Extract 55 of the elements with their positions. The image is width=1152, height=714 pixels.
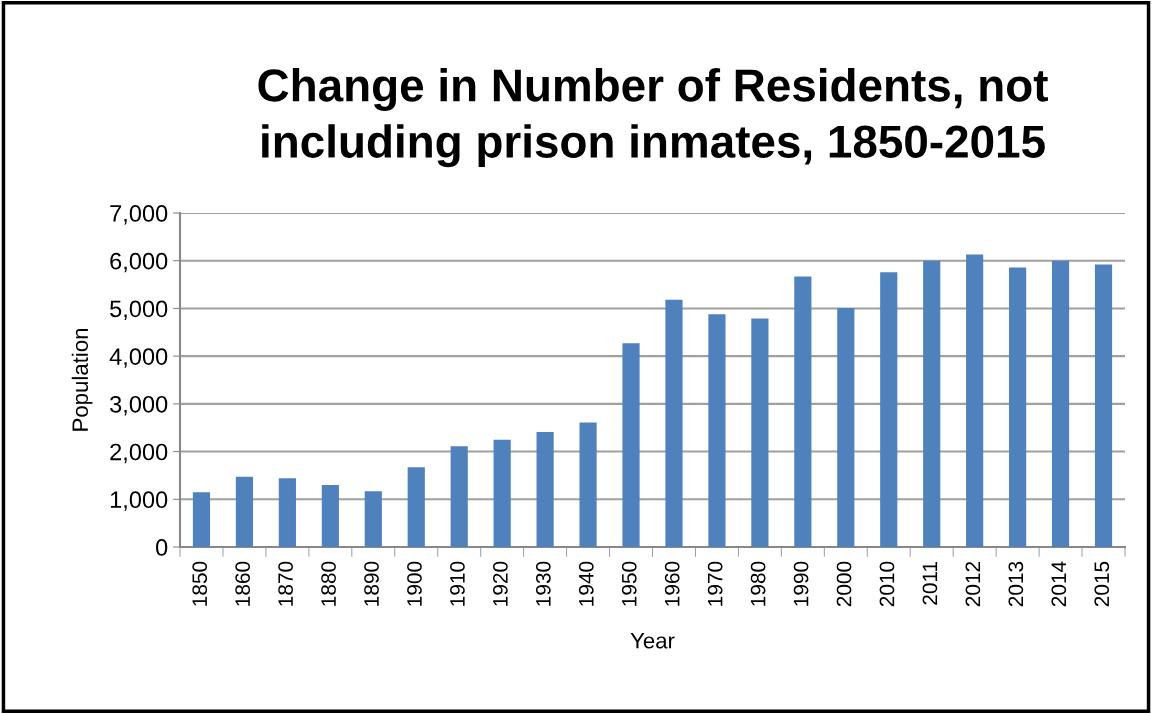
- x-tick-label: 1870: [278, 561, 293, 606]
- chart-title: Change in Number of Residents, not including prison inmates, 1850-2015: [258, 68, 1048, 168]
- y-tick-label: 3,000: [110, 395, 168, 416]
- bar: [966, 254, 984, 547]
- bar: [751, 318, 769, 547]
- bar: [837, 307, 855, 547]
- bar: [880, 272, 898, 547]
- y-tick-label: 7,000: [110, 205, 168, 225]
- bar: [794, 276, 812, 547]
- x-tick-label: 2014: [1051, 561, 1067, 607]
- bar: [321, 484, 339, 547]
- x-tick-label: 1850: [192, 561, 208, 606]
- bar: [364, 491, 382, 547]
- y-tick-label: 4,000: [109, 348, 168, 368]
- x-axis-title: Year: [630, 633, 675, 649]
- x-tick-label: 1930: [535, 561, 551, 606]
- x-tick-label: 1920: [493, 561, 508, 606]
- bar: [622, 343, 640, 547]
- bar: [407, 467, 425, 547]
- x-tick-label: 1860: [235, 561, 251, 606]
- y-tick-label: 5,000: [110, 300, 168, 321]
- bar: [1051, 260, 1070, 547]
- bar: [665, 299, 683, 547]
- x-tick-label: 2015: [1094, 561, 1110, 607]
- y-tick-label: 6,000: [110, 252, 168, 273]
- y-axis-title: Population: [71, 328, 93, 431]
- x-tick-label: 1960: [664, 561, 680, 606]
- x-tick-label: 1940: [578, 561, 594, 606]
- bar: [708, 314, 726, 547]
- x-tick-label: 1910: [450, 561, 465, 606]
- x-tick-label: 1890: [364, 561, 379, 606]
- bar: [450, 446, 468, 547]
- bar: [192, 492, 211, 547]
- x-tick-label: 2012: [965, 561, 981, 607]
- x-tick-label: 2013: [1008, 561, 1024, 607]
- y-tick-label: 2,000: [110, 443, 168, 464]
- x-tick-label: 1990: [793, 561, 809, 606]
- y-tick-label: 1,000: [110, 491, 168, 511]
- x-tick-label: 2010: [879, 561, 895, 607]
- x-tick-label: 1880: [321, 561, 336, 606]
- x-tick-label: 1950: [621, 561, 637, 606]
- bar: [278, 478, 296, 547]
- bar: [1094, 264, 1113, 547]
- x-tick-label: 1980: [750, 561, 766, 606]
- bar: [536, 432, 554, 547]
- x-tick-label: 2000: [836, 561, 852, 607]
- y-tick-label: 0: [155, 539, 168, 556]
- bar: [1009, 267, 1027, 547]
- x-tick-label: 1970: [707, 561, 723, 606]
- bar: [235, 476, 254, 547]
- x-tick-label: 2011: [922, 561, 938, 605]
- bar: [923, 260, 941, 547]
- bar: [579, 422, 597, 547]
- x-tick-label: 1900: [407, 561, 422, 606]
- bar: [493, 439, 511, 547]
